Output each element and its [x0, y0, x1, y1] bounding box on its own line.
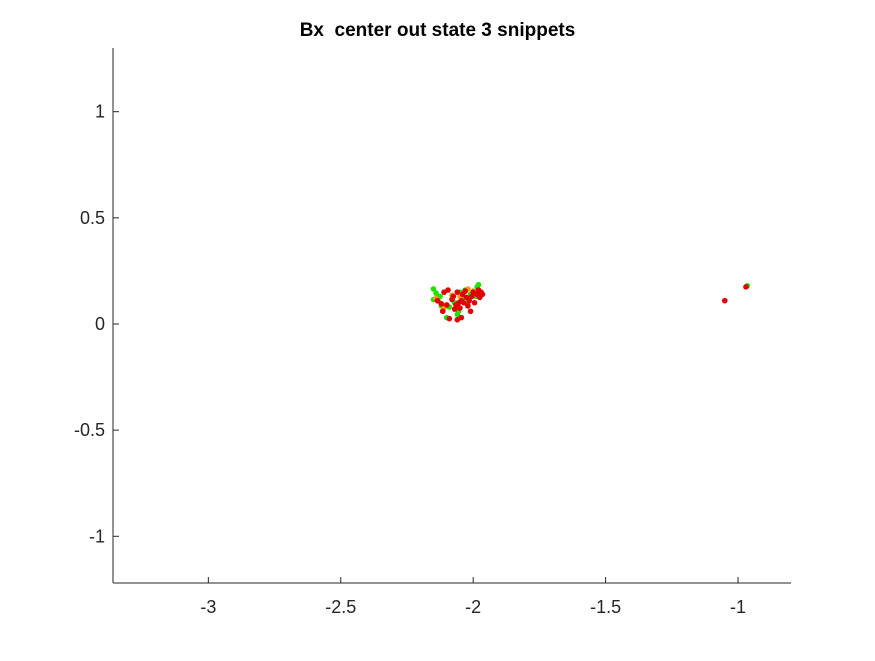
data-point-red: [471, 299, 478, 306]
data-point-red: [438, 301, 445, 307]
data-point-red: [454, 289, 461, 295]
data-point-green: [433, 290, 439, 297]
data-point-red: [721, 297, 728, 304]
data-point-red: [434, 297, 441, 304]
data-point-red: [451, 306, 458, 312]
axes: [112, 48, 791, 584]
x-tick-label: -1: [730, 597, 746, 617]
data-point-red: [467, 308, 474, 315]
x-tick-label: -2: [465, 597, 481, 617]
data-point-red: [443, 302, 450, 308]
data-point-red: [469, 293, 475, 300]
data-point-red: [462, 288, 469, 294]
data-point-green: [430, 286, 437, 292]
y-tick-label: -1: [89, 526, 105, 546]
x-axis-ticks: -3 -2.5 -2 -1.5 -1: [200, 577, 746, 617]
x-tick-label: -2.5: [325, 597, 356, 617]
y-tick-label: 0: [95, 314, 105, 334]
x-tick-label: -3: [200, 597, 216, 617]
data-point-red: [466, 297, 473, 304]
data-point-red: [450, 293, 457, 300]
y-tick-label: -0.5: [74, 420, 105, 440]
data-point-red: [465, 303, 471, 309]
y-tick-label: 0.5: [80, 208, 105, 228]
data-point-red: [457, 305, 463, 311]
data-point-red: [445, 287, 451, 293]
y-tick-label: 1: [95, 102, 105, 122]
data-point-red: [439, 308, 446, 315]
x-tick-label: -1.5: [590, 597, 621, 617]
data-point-red: [461, 299, 467, 306]
data-point-red: [458, 314, 465, 321]
data-point-red: [446, 315, 453, 322]
data-point-red: [743, 284, 749, 290]
scatter-points: [430, 281, 751, 323]
y-axis-ticks: -1 -0.5 0 0.5 1: [74, 102, 119, 546]
data-point-red: [479, 291, 486, 298]
data-point-green: [475, 281, 482, 288]
chart-title: Bx center out state 3 snippets: [299, 20, 576, 41]
